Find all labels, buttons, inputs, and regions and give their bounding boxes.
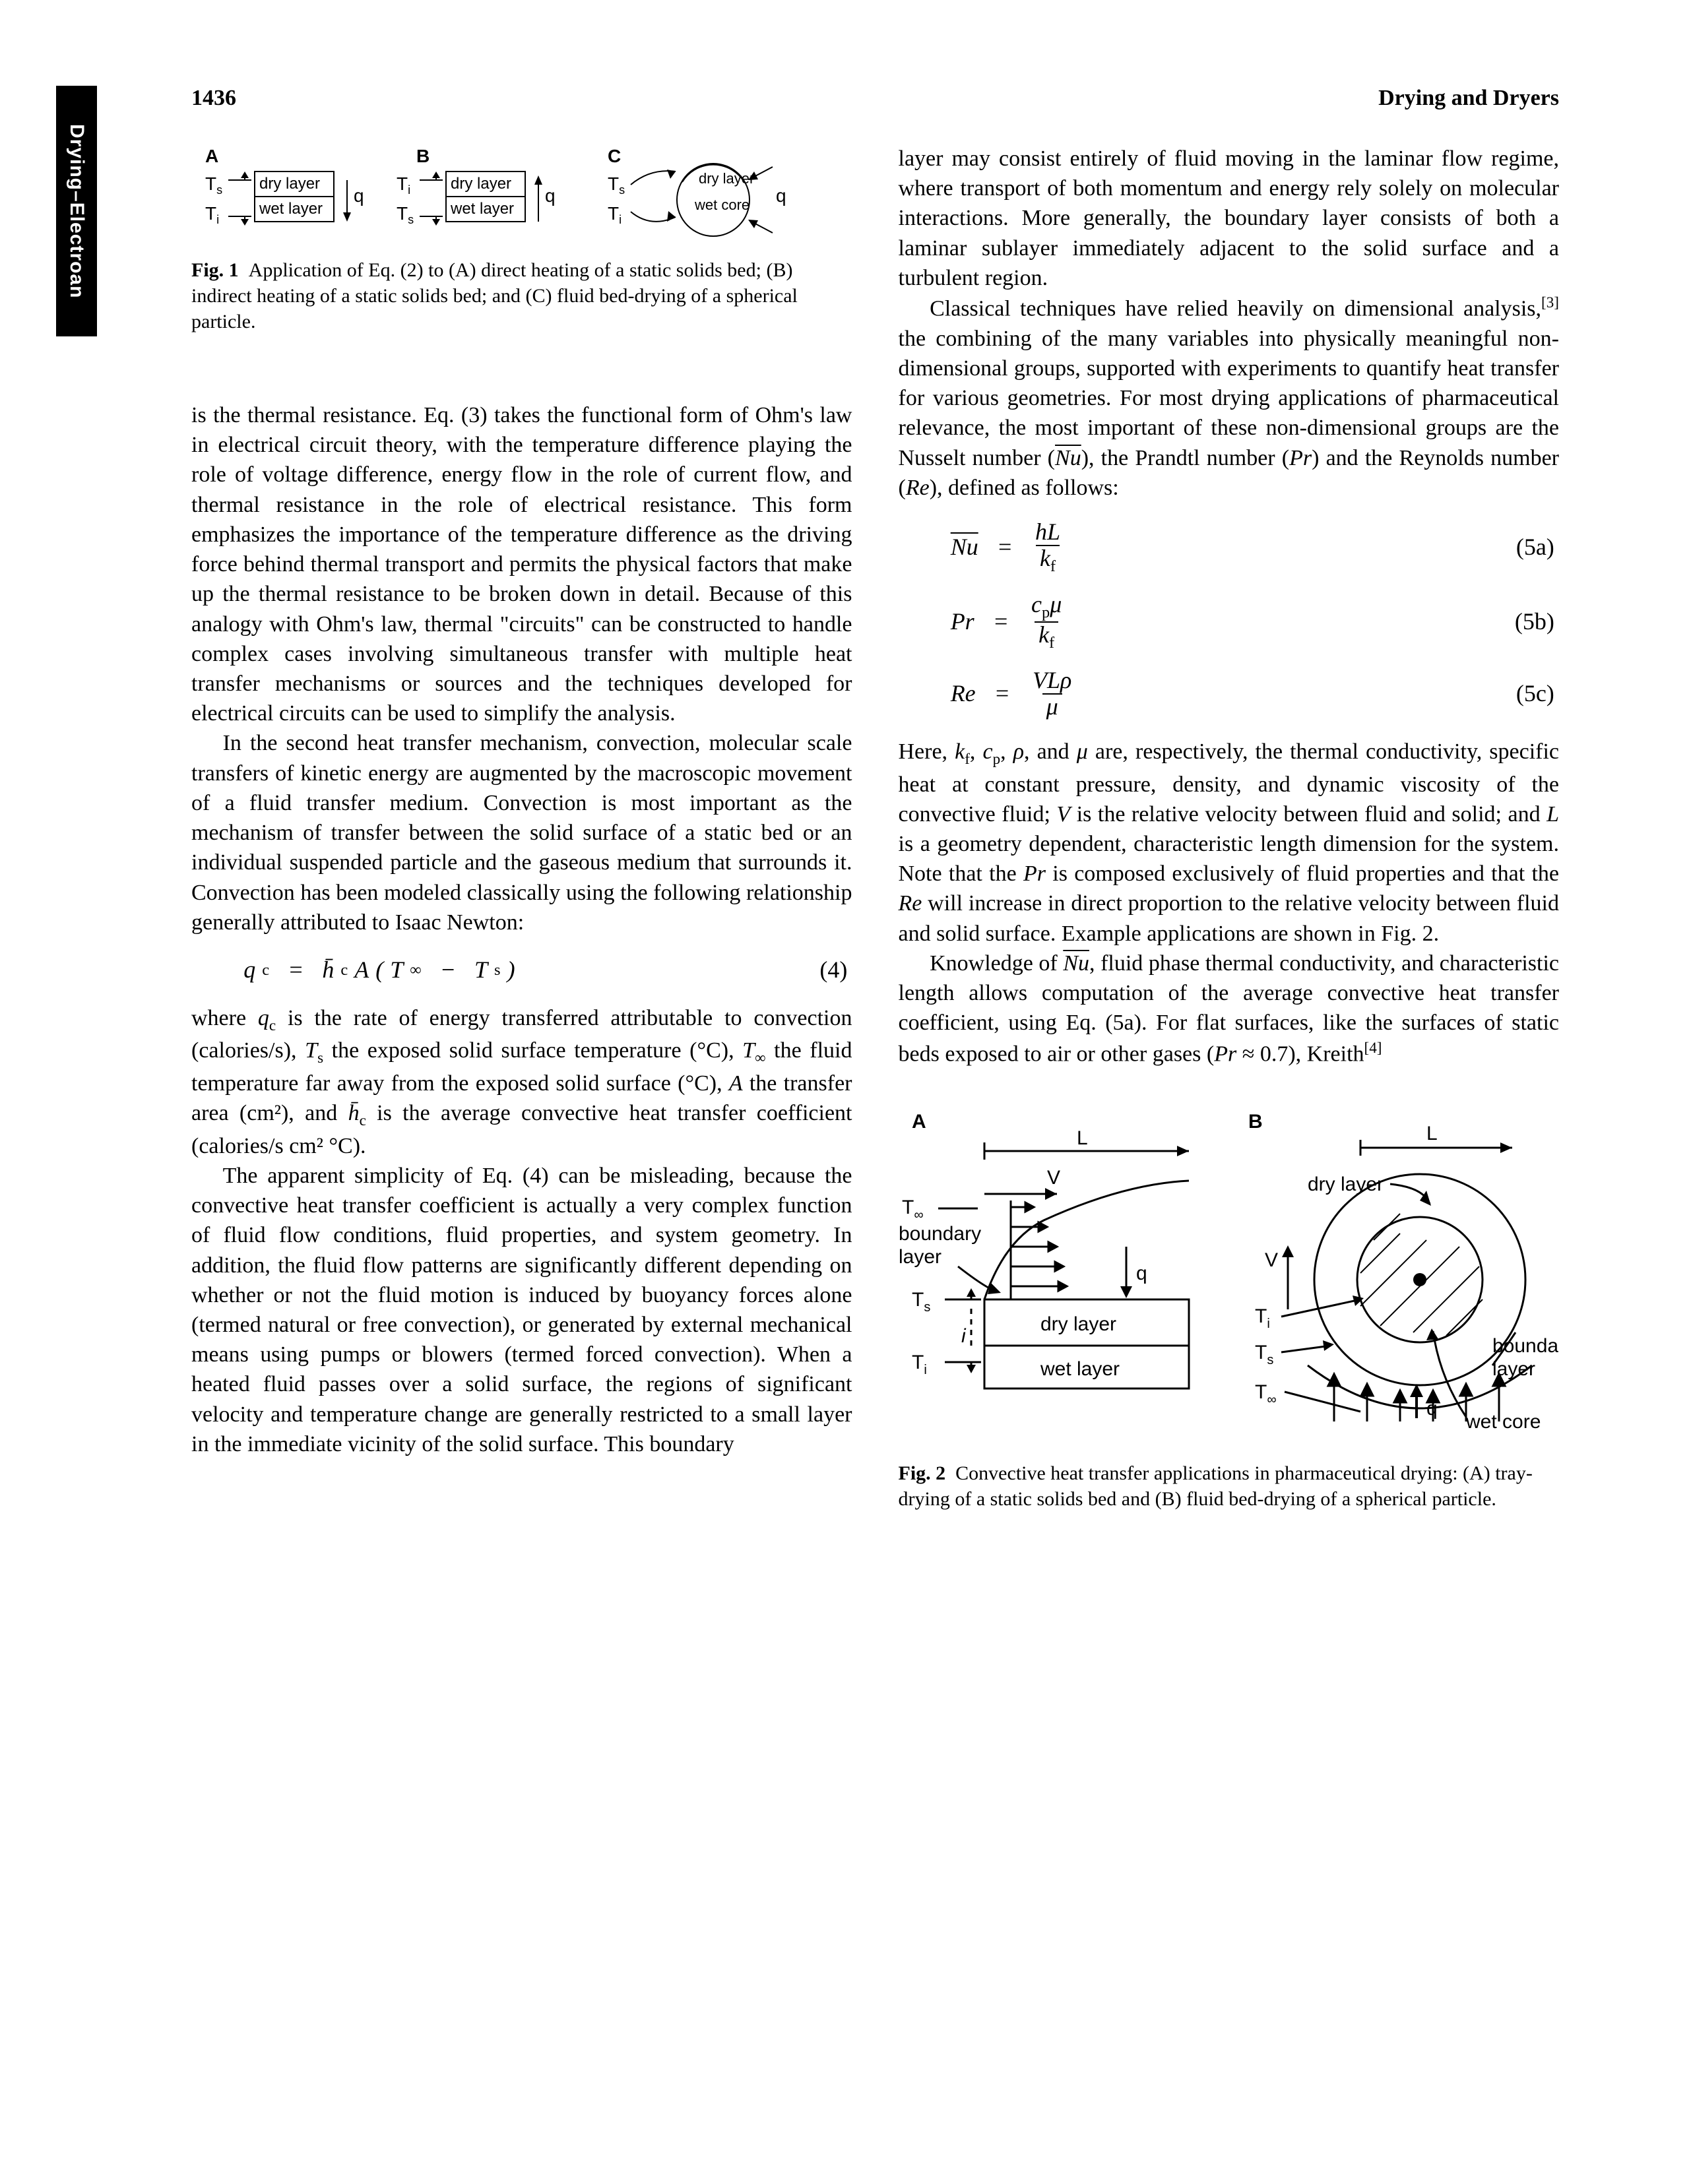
figure-2-svg: A L V T∞ boundary xyxy=(899,1102,1558,1445)
svg-text:boundary: boundary xyxy=(899,1223,981,1245)
svg-text:B: B xyxy=(1248,1111,1263,1133)
svg-text:L: L xyxy=(1077,1127,1088,1149)
right-column: layer may consist entirely of fluid movi… xyxy=(899,144,1560,1512)
figure-2: A L V T∞ boundary xyxy=(899,1102,1560,1512)
left-p3: where qc is the rate of energy transferr… xyxy=(191,1003,852,1161)
figure-1-caption: Fig. 1 Application of Eq. (2) to (A) dir… xyxy=(191,257,852,334)
svg-text:A: A xyxy=(912,1111,926,1133)
left-p1: is the thermal resistance. Eq. (3) takes… xyxy=(191,400,852,728)
svg-text:dry layer: dry layer xyxy=(451,175,511,193)
svg-text:dry layer: dry layer xyxy=(1040,1313,1116,1335)
svg-text:Ti: Ti xyxy=(397,173,410,197)
right-p1: layer may consist entirely of fluid movi… xyxy=(899,144,1560,293)
fig1-label-c: C xyxy=(608,146,621,166)
equation-5b: Pr = cpμ kf (5b) xyxy=(899,592,1560,652)
svg-text:dry layer: dry layer xyxy=(259,175,320,193)
svg-text:q: q xyxy=(545,185,556,206)
two-column-layout: A Ts Ti dry layer wet layer xyxy=(191,144,1559,1512)
svg-text:Ts: Ts xyxy=(1255,1342,1273,1367)
svg-text:Ts: Ts xyxy=(205,173,222,197)
svg-text:T∞: T∞ xyxy=(1255,1381,1277,1407)
equation-5a: Nu = hL kf (5a) xyxy=(899,520,1560,575)
svg-text:T∞: T∞ xyxy=(902,1197,924,1222)
figure-1: A Ts Ti dry layer wet layer xyxy=(191,144,852,334)
running-title: Drying and Dryers xyxy=(1378,86,1559,111)
page-header: 1436 Drying and Dryers xyxy=(191,86,1559,111)
figure-1-svg: A Ts Ti dry layer wet layer xyxy=(199,144,845,249)
left-p2: In the second heat transfer mechanism, c… xyxy=(191,728,852,937)
svg-text:Ts: Ts xyxy=(608,173,625,197)
svg-text:L: L xyxy=(1426,1123,1438,1144)
svg-text:V: V xyxy=(1265,1249,1278,1271)
svg-text:Ts: Ts xyxy=(397,203,414,226)
right-p3: Here, kf, cp, ρ, and μ are, respectively… xyxy=(899,737,1560,949)
figure-2-caption: Fig. 2 Convective heat transfer applicat… xyxy=(899,1460,1560,1512)
svg-text:wet core: wet core xyxy=(1465,1411,1541,1433)
svg-text:wet core: wet core xyxy=(694,197,750,213)
svg-text:Ts: Ts xyxy=(912,1289,930,1315)
right-p4: Knowledge of Nu, fluid phase thermal con… xyxy=(899,949,1560,1069)
page: Drying–Electroan 1436 Drying and Dryers … xyxy=(0,0,1691,1598)
svg-text:dry layer: dry layer xyxy=(699,170,754,187)
svg-text:Ti: Ti xyxy=(1255,1305,1270,1331)
svg-text:i: i xyxy=(961,1325,967,1347)
svg-text:dry layer: dry layer xyxy=(1308,1173,1384,1195)
svg-text:layer: layer xyxy=(899,1246,941,1268)
fig1-label-b: B xyxy=(416,146,430,166)
svg-text:V: V xyxy=(1047,1167,1060,1189)
right-p2: Classical techniques have relied heavily… xyxy=(899,293,1560,503)
side-tab: Drying–Electroan xyxy=(56,86,97,336)
svg-text:q: q xyxy=(776,185,786,206)
svg-text:Ti: Ti xyxy=(608,203,622,226)
equation-5c: Re = VLρ μ (5c) xyxy=(899,668,1560,720)
svg-text:layer: layer xyxy=(1492,1358,1535,1380)
svg-text:wet layer: wet layer xyxy=(259,200,323,218)
svg-text:q: q xyxy=(1426,1398,1438,1420)
fig1-label-a: A xyxy=(205,146,218,166)
svg-text:Ti: Ti xyxy=(205,203,219,226)
svg-text:boundary: boundary xyxy=(1492,1335,1558,1357)
svg-text:wet layer: wet layer xyxy=(1040,1358,1120,1380)
svg-text:wet layer: wet layer xyxy=(450,200,514,218)
svg-text:q: q xyxy=(354,185,364,206)
svg-text:Ti: Ti xyxy=(912,1352,927,1377)
equation-4: qc = h̄cA(T∞ − Ts) (4) xyxy=(191,954,852,986)
page-number: 1436 xyxy=(191,86,236,111)
svg-text:q: q xyxy=(1136,1263,1147,1284)
left-column: A Ts Ti dry layer wet layer xyxy=(191,144,852,1512)
left-p4: The apparent simplicity of Eq. (4) can b… xyxy=(191,1161,852,1459)
